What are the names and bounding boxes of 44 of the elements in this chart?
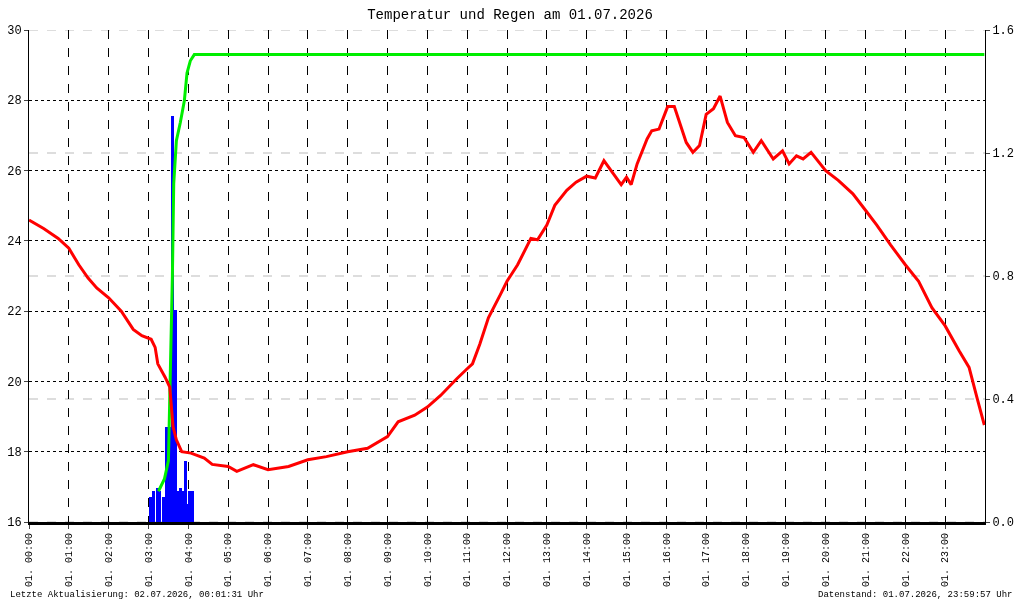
y2-tick-label: 0.0: [992, 516, 1015, 531]
x-tick-label: 01. 00:00: [24, 533, 36, 588]
x-tick-label: 01. 23:00: [940, 533, 952, 588]
text: Letzte Aktualisierung: 02.07.2026, 00:01:31 Uhr: [10, 590, 264, 600]
x-tick-label: 01. 11:00: [462, 533, 474, 588]
y2-tick-label: 0.8: [992, 270, 1015, 285]
y-tick-label: 16: [7, 516, 22, 531]
y2-tick-label: 0.4: [992, 393, 1015, 408]
line-series: [29, 94, 985, 473]
x-tick-label: 01. 02:00: [103, 533, 115, 588]
bar: [183, 460, 187, 522]
y-tick-label: 18: [7, 445, 22, 460]
y-tick-label: 22: [7, 305, 22, 320]
x-tick-label: 01. 18:00: [741, 533, 753, 588]
x-tick-label: 01. 13:00: [542, 533, 554, 588]
x-tick-label: 01. 22:00: [900, 533, 912, 588]
text: Datenstand: 01.07.2026, 23:59:57 Uhr: [818, 590, 1013, 600]
x-tick-label: 01. 07:00: [303, 533, 315, 588]
y-tick-label: 26: [7, 164, 22, 179]
y-tick-label: 30: [7, 24, 22, 39]
x-tick-label: 01. 05:00: [223, 533, 235, 588]
x-tick-label: 01. 10:00: [422, 533, 434, 588]
x-tick-label: 01. 20:00: [820, 533, 832, 588]
x-tick-label: 01. 03:00: [143, 533, 155, 588]
x-tick-label: 01. 19:00: [781, 533, 793, 588]
x-tick-label: 01. 08:00: [342, 533, 354, 588]
x-tick-label: 01. 14:00: [581, 533, 593, 588]
x-tick-label: 01. 06:00: [263, 533, 275, 588]
y-tick-label: 20: [7, 375, 22, 390]
y2-tick-label: 1.2: [992, 147, 1015, 162]
x-tick-label: 01. 01:00: [64, 533, 76, 588]
y2-tick-label: 1.6: [992, 24, 1015, 39]
y-tick-label: 24: [7, 235, 22, 250]
x-tick-label: 01. 12:00: [502, 533, 514, 588]
x-tick-label: 01. 04:00: [183, 533, 195, 588]
x-tick-label: 01. 21:00: [860, 533, 872, 588]
bar: [191, 491, 195, 522]
x-tick-label: 01. 16:00: [661, 533, 673, 588]
line-series: [156, 53, 985, 493]
x-tick-label: 01. 15:00: [621, 533, 633, 588]
x-tick-label: 01. 09:00: [382, 533, 394, 588]
x-tick-label: 01. 17:00: [701, 533, 713, 588]
y-tick-label: 28: [7, 94, 22, 109]
chart-title: Temperatur und Regen am 01.07.2026: [367, 6, 653, 23]
